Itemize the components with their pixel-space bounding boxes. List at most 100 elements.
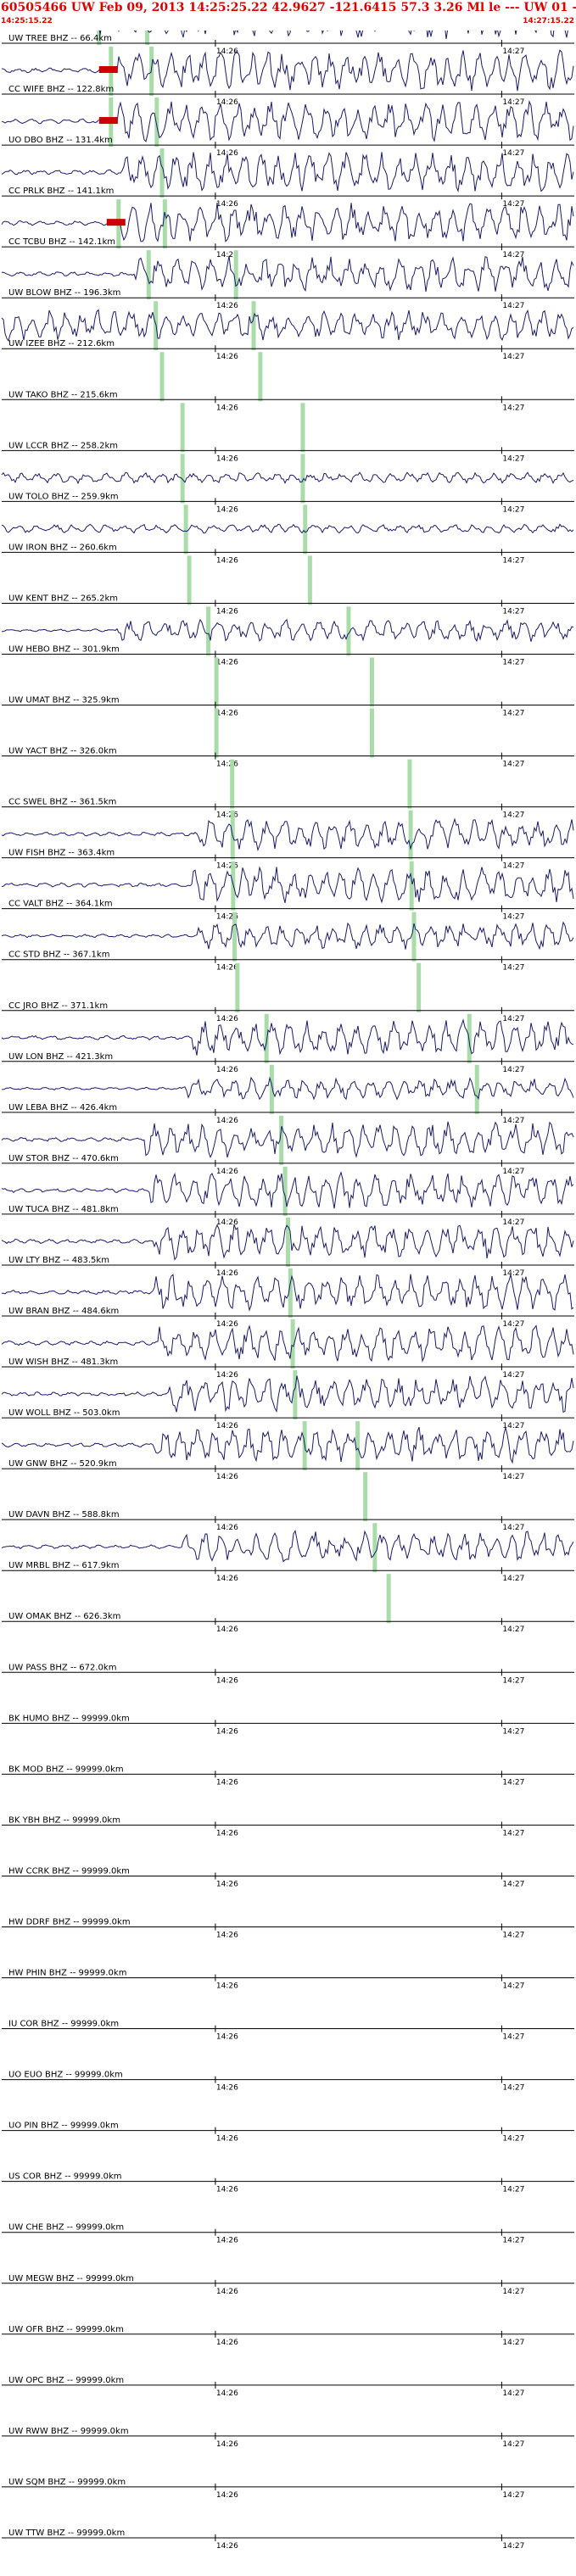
p-pick-bar — [230, 759, 235, 809]
tick-label: 14:26 — [216, 302, 238, 310]
p-pick-bar — [159, 352, 165, 402]
p-pick-bar — [146, 250, 151, 300]
tick-label: 14:26 — [216, 1066, 238, 1074]
p-pick-bar — [180, 454, 185, 504]
tick-label: 14:26 — [216, 1117, 238, 1125]
station-label: CC SWEL BHZ -- 361.5km — [8, 798, 116, 807]
tick-label: 14:27 — [502, 761, 524, 769]
tick-label: 14:27 — [502, 200, 524, 209]
tick-label: 14:26 — [216, 964, 238, 973]
station-label: UW IRON BHZ -- 260.6km — [8, 543, 117, 552]
station-label: UW MEGW BHZ -- 99999.0km — [8, 2274, 134, 2283]
tick-label: 14:26 — [216, 913, 238, 922]
seismogram-trace — [1, 100, 574, 142]
station-label: UW OMAK BHZ -- 626.3km — [8, 1612, 120, 1621]
tick-label: 14:27 — [502, 1473, 524, 1481]
tick-label: 14:26 — [216, 1931, 238, 1939]
p-pick-bar — [187, 555, 192, 605]
tick-label: 14:26 — [216, 862, 238, 871]
tick-label: 14:26 — [216, 98, 238, 107]
tick-label: 14:27 — [502, 2288, 524, 2296]
seismogram-trace — [1, 817, 574, 852]
tick-label: 14:26 — [216, 2542, 238, 2551]
s-pick-bar — [407, 759, 412, 809]
station-label: UW HEBO BHZ -- 301.9km — [8, 644, 120, 654]
s-pick-bar — [346, 606, 351, 656]
p-pick-bar — [288, 1268, 293, 1318]
s-pick-bar — [386, 1574, 391, 1624]
tick-label: 14:27 — [502, 1066, 524, 1074]
tick-label: 14:26 — [216, 1625, 238, 1634]
p-pick-bar — [290, 1319, 295, 1369]
station-label: IU COR BHZ -- 99999.0km — [8, 2020, 119, 2029]
tick-label: 14:26 — [216, 404, 238, 412]
station-label: CC VALT BHZ -- 364.1km — [8, 900, 113, 909]
s-pick-bar — [307, 555, 312, 605]
p-pick-bar — [235, 962, 240, 1012]
p-pick-bar — [206, 606, 211, 656]
p-pick-bar — [214, 657, 219, 707]
tick-label: 14:27 — [502, 1422, 524, 1430]
station-label: CC TCBU BHZ -- 142.1km — [8, 237, 115, 247]
station-label: UO DBO BHZ -- 131.4km — [8, 136, 113, 145]
tick-label: 14:27 — [502, 913, 524, 922]
station-label: UW PASS BHZ -- 672.0km — [8, 1663, 116, 1672]
seismogram-trace — [1, 1018, 574, 1056]
pick-marker — [106, 219, 126, 226]
tick-label: 14:27 — [502, 862, 524, 871]
tick-label: 14:27 — [502, 2186, 524, 2194]
seismogram-trace — [1, 1171, 574, 1209]
station-label: BK MOD BHZ -- 99999.0km — [8, 1765, 124, 1774]
station-label: UW TREE BHZ -- 66.4km — [8, 34, 112, 43]
s-pick-bar — [154, 98, 159, 148]
tick-label: 14:27 — [502, 1168, 524, 1176]
station-label: UW KENT BHZ -- 265.2km — [8, 594, 118, 603]
tick-label: 14:26 — [216, 505, 238, 514]
seismogram-trace — [1, 1224, 574, 1261]
tick-label: 14:26 — [216, 556, 238, 565]
tick-label: 14:27 — [502, 2237, 524, 2245]
seismogram-trace — [1, 1121, 574, 1159]
s-pick-bar — [162, 199, 167, 249]
tick-label: 14:26 — [216, 1880, 238, 1888]
station-label: UW YACT BHZ -- 326.0km — [8, 747, 117, 756]
seismogram-trace — [1, 1274, 574, 1312]
station-label: UW TTW BHZ -- 99999.0km — [8, 2529, 125, 2538]
station-label: UW LON BHZ -- 421.3km — [8, 1052, 113, 1062]
station-label: UW BRAN BHZ -- 484.6km — [8, 1307, 119, 1316]
start-time-label: 14:25:15.22 — [1, 17, 53, 25]
s-pick-bar — [251, 301, 256, 351]
s-pick-bar — [417, 962, 422, 1012]
p-pick-bar — [183, 505, 188, 555]
s-pick-bar — [411, 912, 417, 962]
s-pick-bar — [303, 505, 308, 555]
event-title: 60505466 UW Feb 09, 2013 14:25:25.22 42.… — [1, 1, 576, 14]
s-pick-bar — [159, 148, 165, 198]
s-pick-bar — [408, 810, 413, 860]
s-pick-bar — [370, 657, 374, 707]
tick-label: 14:26 — [216, 2440, 238, 2449]
tick-label: 14:27 — [502, 658, 524, 666]
tick-label: 14:26 — [216, 1015, 238, 1023]
seismogram-trace — [1, 618, 574, 643]
tick-label: 14:27 — [502, 964, 524, 973]
tick-label: 14:27 — [502, 149, 524, 158]
p-pick-bar — [97, 31, 102, 45]
seismogram-trace — [1, 1529, 574, 1563]
tick-label: 14:26 — [216, 2084, 238, 2093]
tick-label: 14:26 — [216, 2033, 238, 2042]
end-time-label: 14:27:15.22 — [523, 17, 574, 25]
station-label: UW GNW BHZ -- 520.9km — [8, 1459, 117, 1469]
tick-label: 14:26 — [216, 1982, 238, 1991]
station-label: UW TUCA BHZ -- 481.8km — [8, 1205, 119, 1214]
station-label: UW LEBA BHZ -- 426.4km — [8, 1103, 117, 1112]
tick-label: 14:26 — [216, 1727, 238, 1736]
seismogram-trace — [1, 255, 574, 293]
tick-label: 14:27 — [502, 505, 524, 514]
tick-label: 14:27 — [502, 1880, 524, 1888]
pick-marker — [98, 117, 118, 125]
s-pick-bar — [409, 861, 414, 911]
tick-label: 14:27 — [502, 98, 524, 107]
station-label: UW OPC BHZ -- 99999.0km — [8, 2376, 124, 2385]
tick-label: 14:26 — [216, 1575, 238, 1583]
